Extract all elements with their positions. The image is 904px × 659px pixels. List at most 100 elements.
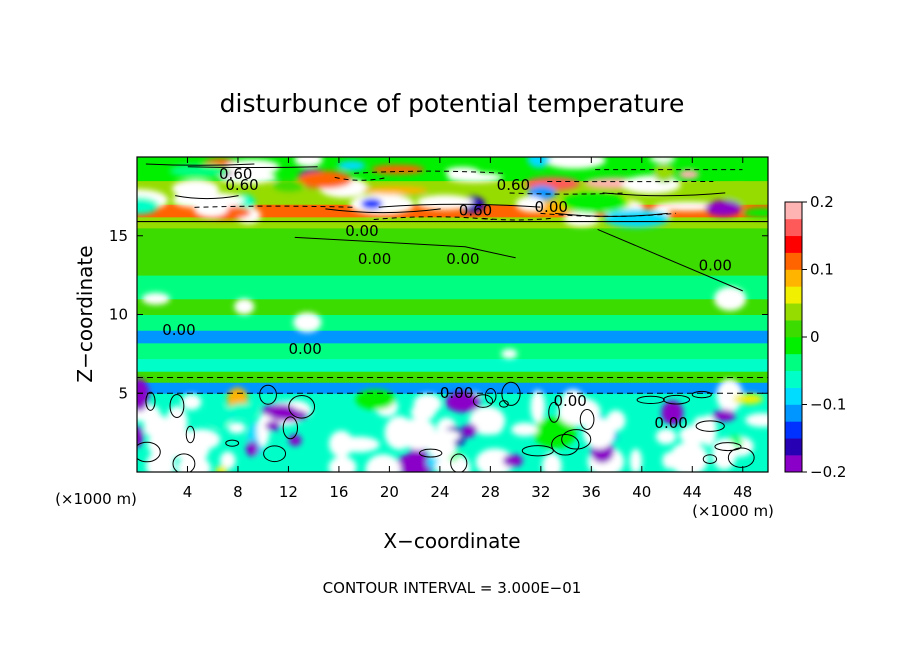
field-blob [542,453,562,479]
field-blob [371,165,424,174]
x-axis-label: X−coordinate [383,529,520,553]
field-blob [669,442,708,476]
field-blob [365,454,400,484]
field-blob [273,180,304,191]
colorbar-cells [785,202,802,472]
field-blob [561,192,628,213]
colorbar-cell [785,438,802,455]
field-blob [712,410,736,422]
field-blob [361,198,382,209]
colorbar-cell [785,202,802,219]
x-tick-label: 40 [632,483,651,501]
colorbar-cell [785,455,802,472]
contour-label: 0.00 [535,198,568,216]
field-blob [182,429,220,450]
field-blob [119,197,158,214]
contour-label: 0.00 [440,384,473,402]
field-blob [453,456,471,482]
field-band [137,330,768,343]
field-blob [356,389,396,410]
contour-label: 0.00 [345,222,378,240]
x-tick-label: 24 [430,483,449,501]
field-blob [246,441,259,456]
field-blob [733,394,763,405]
z-tick-label: 5 [118,384,128,402]
field-blob [215,466,227,476]
x-tick-label: 4 [183,483,193,501]
field-blob [269,409,308,421]
field-blob [294,152,322,167]
field-blob [142,293,170,305]
field-band [137,228,768,252]
colorbar-cell [785,253,802,270]
field-band [137,371,768,383]
field-blob [653,163,675,182]
field-blob [209,404,232,427]
colorbar-tick-label: 0.1 [810,261,834,279]
contour-label: 0.00 [288,340,321,358]
field-blob [484,413,504,434]
x-tick-label: 32 [531,483,550,501]
field-blob [501,349,517,359]
field-band [137,359,768,372]
z-unit-label: (×1000 m) [55,490,137,508]
field-blob [363,186,428,194]
field-band [137,343,768,359]
x-tick-label: 44 [683,483,702,501]
contour-label: 0.00 [358,250,391,268]
field-blob [745,413,779,427]
field-blob [173,192,223,208]
x-tick-label: 36 [582,483,601,501]
field-blob [679,170,699,179]
colorbar-tick-label: −0.2 [810,463,846,481]
field-blob [181,394,201,410]
contour-label: 0.00 [699,256,732,274]
field-band [137,299,768,315]
x-tick-label: 16 [329,483,348,501]
field-blob [531,390,545,423]
field-band [137,275,768,299]
field-blob [435,458,454,475]
field-blob [630,449,642,474]
field-blob [543,152,605,169]
field-band [137,315,768,331]
field-blob [650,154,676,162]
colorbar-ticks: 0.20.10−0.1−0.2 [802,193,846,481]
x-tick-label: 48 [733,483,752,501]
field-blob [329,456,357,479]
x-tick-label: 20 [380,483,399,501]
colorbar-cell [785,320,802,337]
colorbar-cell [785,219,802,236]
field-blob [705,200,742,216]
field-blob [693,416,710,438]
field-blob [527,149,550,168]
field-blob [338,161,365,171]
colorbar-tick-label: 0 [810,328,820,346]
colorbar-cell [785,421,802,438]
field-blob [228,403,260,415]
field-blob [265,421,280,431]
colorbar-cell [785,236,802,253]
contour-label: 0.00 [654,414,687,432]
field-blob [503,454,523,467]
field-blob [462,424,477,437]
field-blob [234,299,254,315]
colorbar-cell [785,303,802,320]
contour-label: 0.00 [553,392,586,410]
colorbar-cell [785,286,802,303]
field-blob [293,312,321,332]
contour-label: 0.00 [446,250,479,268]
colorbar-tick-label: 0.2 [810,193,834,211]
z-tick-label: 10 [109,306,128,324]
x-tick-label: 12 [279,483,298,501]
field-blob [743,208,781,218]
z-tick-label: 15 [109,227,128,245]
colorbar-cell [785,388,802,405]
contour-label: 0.00 [162,321,195,339]
field-blob [604,209,670,228]
colorbar: 0.20.10−0.1−0.2 [785,193,846,481]
contour-label: 0.60 [225,176,258,194]
